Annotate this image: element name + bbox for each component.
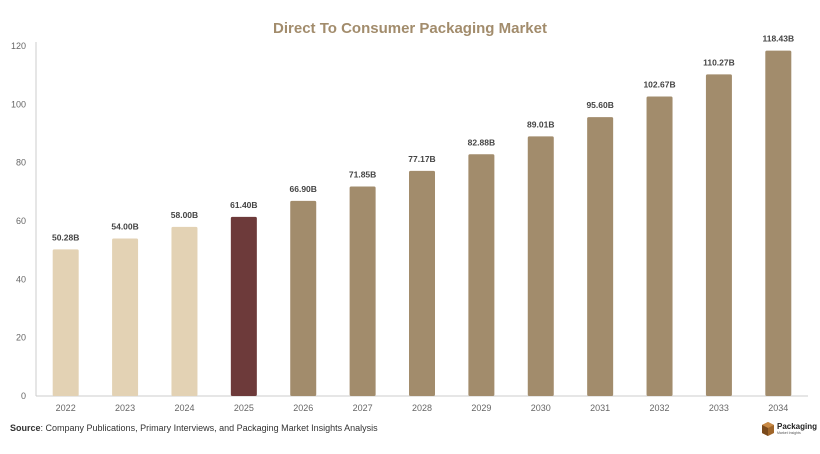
- bar-2029: [468, 154, 495, 396]
- y-tick-label: 20: [16, 333, 26, 343]
- bar-2034: [765, 50, 792, 397]
- x-tick-label: 2028: [412, 403, 432, 413]
- x-tick-label: 2023: [115, 403, 135, 413]
- data-label: 89.01B: [527, 119, 554, 129]
- data-label: 77.17B: [408, 154, 435, 164]
- x-tick-label: 2030: [531, 403, 551, 413]
- brand-name: Packaging: [777, 421, 818, 431]
- x-tick-label: 2032: [650, 403, 670, 413]
- bar-2028: [409, 170, 435, 396]
- data-label: 95.60B: [586, 100, 613, 110]
- y-tick-label: 40: [16, 274, 26, 284]
- source-label: Source: [10, 423, 41, 433]
- x-tick-label: 2022: [56, 403, 76, 413]
- bar-2027: [349, 186, 376, 396]
- brand-logo: Packaging Market Insights: [762, 422, 817, 436]
- data-labels: 50.28B 54.00B 58.00B 61.40B 66.90B 71.85B 77.1…: [52, 34, 794, 243]
- data-label: 71.85B: [349, 169, 376, 179]
- y-tick-label: 120: [11, 41, 26, 51]
- data-label: 54.00B: [111, 222, 138, 232]
- x-tick-label: 2027: [353, 403, 373, 413]
- chart-title: Direct To Consumer Packaging Market: [273, 20, 547, 37]
- bars: [52, 50, 792, 397]
- source-note: Source: Company Publications, Primary In…: [10, 423, 378, 433]
- data-label: 102.67B: [643, 80, 675, 90]
- bar-2030: [527, 136, 554, 396]
- data-label: 58.00B: [171, 210, 198, 220]
- y-tick-label: 100: [11, 99, 26, 109]
- x-axis: 2022 2023 2024 2025 2026 2027 2028 2029 2030 2031…: [36, 395, 808, 413]
- bar-2025: [230, 216, 257, 396]
- x-tick-label: 2031: [590, 403, 610, 413]
- bar-2031: [587, 117, 614, 397]
- data-label: 50.28B: [52, 232, 79, 242]
- y-tick-label: 0: [21, 391, 26, 401]
- source-text: : Company Publications, Primary Intervie…: [40, 423, 378, 433]
- bar-2032: [646, 96, 673, 396]
- data-label: 110.27B: [703, 57, 735, 67]
- data-label: 61.40B: [230, 200, 257, 210]
- y-axis: 0 20 40 60 80 100 120: [11, 41, 37, 401]
- x-tick-label: 2024: [174, 403, 194, 413]
- x-tick-label: 2033: [709, 403, 729, 413]
- x-tick-label: 2026: [293, 403, 313, 413]
- brand-tagline: Market Insights: [777, 430, 801, 435]
- data-label: 82.88B: [468, 137, 495, 147]
- x-tick-label: 2034: [768, 403, 788, 413]
- bar-2023: [112, 238, 139, 396]
- x-tick-label: 2029: [471, 403, 491, 413]
- bar-2022: [52, 249, 79, 396]
- package-box-icon: [762, 422, 774, 436]
- data-label: 118.43B: [762, 34, 794, 44]
- y-tick-label: 80: [16, 158, 26, 168]
- bar-2024: [171, 226, 198, 396]
- bar-2026: [290, 200, 317, 396]
- x-tick-label: 2025: [234, 403, 254, 413]
- y-tick-label: 60: [16, 216, 26, 226]
- bar-2033: [705, 74, 732, 397]
- data-label: 66.90B: [290, 184, 317, 194]
